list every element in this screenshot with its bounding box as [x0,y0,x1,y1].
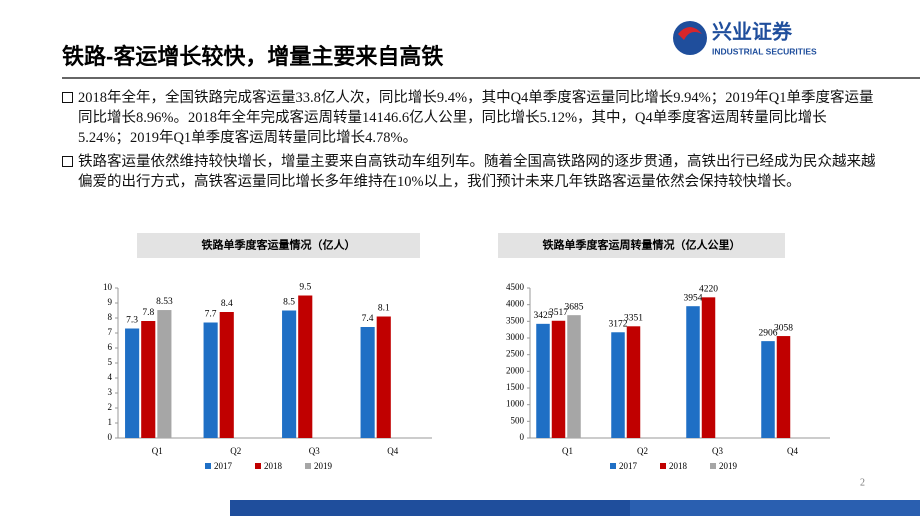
bar [567,315,581,438]
y-tick-label: 4500 [506,282,525,292]
value-label: 7.7 [205,310,217,320]
y-tick-label: 3 [108,387,113,397]
legend-swatch [205,463,211,469]
chart-title-box [137,233,420,258]
y-tick-label: 0 [108,432,113,442]
bar [125,328,140,438]
slide-title: 铁路-客运增长较快，增量主要来自高铁 [62,44,443,69]
bullet: 铁路客运量依然维持较快增长，增量主要来自高铁动车组列车。随着全国高铁路网的逐步贯… [62,152,878,192]
chart-title: 铁路单季度客运周转量情况（亿人公里） [543,238,741,252]
value-label: 3172 [609,319,628,329]
value-label: 2906 [759,328,778,338]
y-tick-label: 4000 [506,299,525,309]
value-label: 3425 [534,311,553,321]
x-tick-label: Q2 [637,446,648,456]
legend-label: 2017 [214,461,233,471]
legend-label: 2019 [719,461,738,471]
bar [776,336,791,438]
bar [626,326,641,438]
logo-sub: INDUSTRIAL SECURITIES [712,46,817,56]
value-label: 8.53 [156,297,173,307]
bar [536,323,550,438]
value-label: 3685 [565,302,584,312]
y-tick-label: 0 [520,432,525,442]
bar [203,322,218,438]
page-number: 2 [860,477,865,488]
y-tick-label: 2 [108,402,113,412]
bar [376,316,391,438]
x-tick-label: Q1 [152,446,163,456]
legend-swatch [610,463,616,469]
value-label: 8.5 [283,298,295,308]
chart-title-box [498,233,785,258]
bar [360,327,375,438]
legend-swatch [710,463,716,469]
y-tick-label: 9 [108,297,113,307]
y-tick-label: 3000 [506,332,525,342]
logo-emblem [673,21,707,55]
bar [701,297,716,438]
y-tick-label: 500 [511,415,525,425]
y-tick-label: 6 [108,342,113,352]
value-label: 7.4 [362,314,374,324]
value-label: 3517 [549,308,568,318]
chart-title: 铁路单季度客运量情况（亿人） [202,238,356,252]
legend-swatch [660,463,666,469]
y-tick-label: 4 [108,372,113,382]
value-label: 7.8 [142,308,154,318]
legend-label: 2019 [314,461,333,471]
y-tick-label: 7 [108,327,113,337]
bar [141,321,156,438]
bar [686,306,700,438]
y-tick-label: 2500 [506,349,525,359]
value-label: 3058 [774,323,793,333]
y-tick-label: 2000 [506,365,525,375]
bar [219,312,234,438]
y-tick-label: 5 [108,357,113,367]
logo-name: 兴业证券 [712,19,793,43]
logo-swoosh [678,27,702,40]
x-tick-label: Q4 [387,446,398,456]
legend-label: 2018 [669,461,688,471]
bar [298,295,313,438]
y-tick-label: 10 [103,282,113,292]
value-label: 8.4 [221,299,233,309]
bullet: 2018年全年，全国铁路完成客运量33.8亿人次，同比增长9.4%，其中Q4单季… [62,88,878,148]
x-tick-label: Q4 [787,446,798,456]
legend-label: 2017 [619,461,638,471]
footer-band-light [630,500,920,516]
bar [157,310,172,438]
y-tick-label: 1500 [506,382,525,392]
value-label: 7.3 [126,316,138,326]
y-tick-label: 1 [108,417,113,427]
value-label: 4220 [699,285,718,295]
bar [761,341,775,438]
y-tick-label: 8 [108,312,113,322]
y-tick-label: 3500 [506,315,525,325]
x-tick-label: Q2 [230,446,241,456]
bar [282,310,297,438]
value-label: 3954 [684,293,703,303]
y-tick-label: 1000 [506,399,525,409]
value-label: 8.1 [378,304,390,314]
bar [611,332,625,438]
legend-label: 2018 [264,461,283,471]
x-tick-label: Q3 [309,446,320,456]
legend-swatch [305,463,311,469]
legend-swatch [255,463,261,469]
value-label: 3351 [624,313,643,323]
bar [551,320,566,438]
x-tick-label: Q3 [712,446,723,456]
value-label: 9.5 [299,283,311,293]
x-tick-label: Q1 [562,446,573,456]
